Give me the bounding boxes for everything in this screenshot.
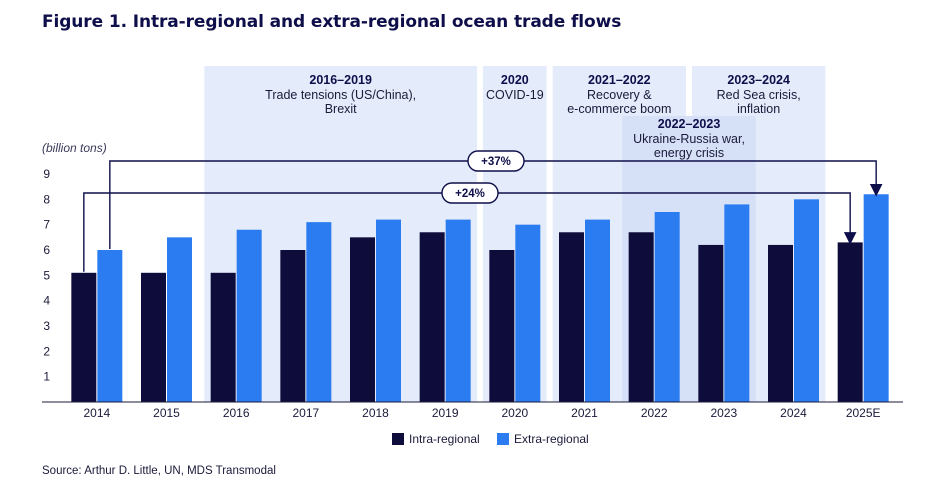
- period-description: Red Sea crisis,: [717, 88, 801, 102]
- bar-extra-regional: [654, 212, 680, 402]
- y-tick-label: 7: [43, 218, 50, 232]
- period-title: 2023–2024: [727, 73, 790, 87]
- legend-label: Extra-regional: [514, 432, 589, 446]
- bar-extra-regional: [794, 199, 819, 402]
- growth-badge: [467, 150, 525, 172]
- x-tick-label: 2015: [153, 406, 180, 420]
- legend-swatch-intra: [392, 433, 404, 445]
- bar-extra-regional: [863, 194, 889, 402]
- period-title: 2022–2023: [658, 117, 721, 131]
- bar-intra-regional: [210, 272, 236, 402]
- y-tick-label: 8: [43, 192, 50, 206]
- bar-extra-regional: [97, 250, 123, 402]
- y-tick-label: 1: [43, 370, 50, 384]
- x-axis: 2014 2015 2016 2017 2018 2019 2020 2021 2022 2023…: [42, 401, 903, 420]
- period-description: e-commerce boom: [567, 102, 671, 116]
- y-axis-unit-label: (billion tons): [42, 141, 107, 155]
- x-tick-label: 2025E: [846, 406, 881, 420]
- bar-extra-regional: [585, 219, 610, 402]
- period-description: energy crisis: [654, 146, 724, 160]
- bar-extra-regional: [306, 222, 332, 402]
- bars: [71, 194, 889, 402]
- legend-label: Intra-regional: [409, 432, 480, 446]
- x-tick-label: 2020: [501, 406, 528, 420]
- x-tick-label: 2022: [641, 406, 668, 420]
- growth-badge-label: +24%: [455, 188, 485, 200]
- period-description: Ukraine-Russia war,: [633, 132, 745, 146]
- period-description: inflation: [737, 102, 780, 116]
- bar-intra-regional: [559, 232, 584, 402]
- bar-intra-regional: [698, 244, 724, 402]
- source-note: Source: Arthur D. Little, UN, MDS Transm…: [42, 465, 276, 477]
- period-description: COVID-19: [486, 88, 544, 102]
- period-title: 2021–2022: [588, 73, 651, 87]
- bar-extra-regional: [376, 219, 401, 402]
- growth-badge-label: +37%: [481, 156, 511, 168]
- x-tick-label: 2017: [292, 406, 319, 420]
- x-tick-label: 2023: [710, 406, 737, 420]
- y-axis: (billion tons) 1 2 3 4 5 6 7 8 9: [42, 141, 107, 384]
- y-tick-label: 6: [43, 243, 50, 257]
- bar-intra-regional: [489, 250, 515, 402]
- figure-title: Figure 1. Intra-regional and extra-regio…: [42, 12, 622, 32]
- period-description: Brexit: [325, 102, 357, 116]
- bar-extra-regional: [167, 237, 192, 402]
- bar-extra-regional: [445, 219, 471, 402]
- bar-extra-regional: [236, 229, 262, 402]
- x-tick-label: 2021: [571, 406, 598, 420]
- bar-intra-regional: [280, 250, 306, 402]
- bar-intra-regional: [71, 272, 97, 402]
- y-tick-label: 3: [43, 319, 50, 333]
- growth-badge: [441, 182, 499, 204]
- x-tick-label: 2024: [780, 406, 807, 420]
- bar-intra-regional: [350, 237, 375, 402]
- bar-intra-regional: [768, 244, 793, 402]
- period-description: Trade tensions (US/China),: [265, 88, 416, 102]
- y-tick-label: 9: [43, 167, 50, 181]
- legend: Intra-regional Extra-regional: [392, 432, 589, 446]
- y-tick-label: 2: [43, 344, 50, 358]
- bar-extra-regional: [515, 224, 541, 402]
- y-tick-label: 5: [43, 268, 50, 282]
- legend-swatch-extra: [497, 433, 509, 445]
- period-title: 2020: [501, 73, 529, 87]
- bar-extra-regional: [724, 204, 750, 402]
- period-description: Recovery &: [587, 88, 652, 102]
- growth-annotations: +37% +24%: [83, 150, 883, 272]
- x-tick-label: 2018: [362, 406, 389, 420]
- y-tick-label: 4: [43, 294, 50, 308]
- x-tick-label: 2016: [223, 406, 250, 420]
- x-tick-label: 2014: [83, 406, 110, 420]
- bar-intra-regional: [141, 272, 166, 402]
- bar-intra-regional: [837, 242, 863, 402]
- bar-intra-regional: [628, 232, 654, 402]
- x-tick-label: 2019: [432, 406, 459, 420]
- period-title: 2016–2019: [309, 73, 372, 87]
- bar-intra-regional: [419, 232, 445, 402]
